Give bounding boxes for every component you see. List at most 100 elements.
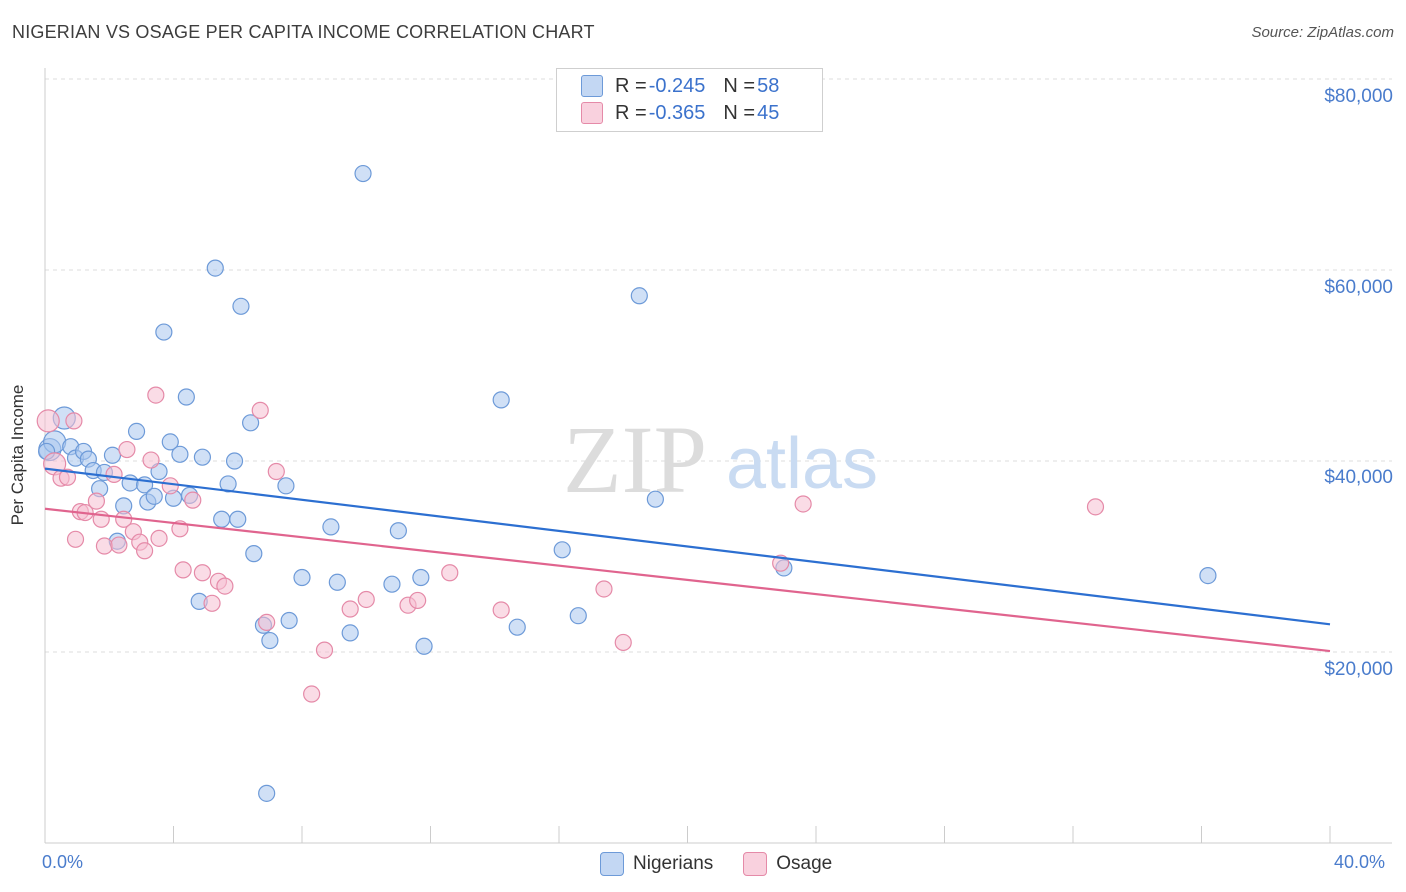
axes xyxy=(44,68,1392,844)
data-point-nigerians xyxy=(354,164,372,183)
data-point-nigerians xyxy=(1199,566,1217,585)
data-point-nigerians xyxy=(508,618,526,636)
series-nigerians-points xyxy=(38,164,1217,802)
legend-n-value: 58 xyxy=(757,74,780,97)
data-point-osage xyxy=(614,633,632,652)
data-point-nigerians xyxy=(127,422,146,440)
legend-r-value: -0.245 xyxy=(648,74,706,97)
legend-r-label: R = xyxy=(615,74,647,97)
legend-swatch-nigerians xyxy=(600,852,624,876)
data-point-nigerians xyxy=(293,568,311,587)
series-osage-points xyxy=(36,386,1105,703)
watermark-atlas: atlas xyxy=(726,424,878,504)
y-tick-label-60000: $60,000 xyxy=(1324,277,1393,298)
data-point-osage xyxy=(58,468,77,486)
data-point-nigerians xyxy=(412,568,430,587)
source-label: Source: ZipAtlas.com xyxy=(1251,24,1394,41)
data-point-nigerians xyxy=(415,637,433,655)
y-tick-label-20000: $20,000 xyxy=(1324,659,1393,680)
data-point-osage xyxy=(36,409,60,433)
data-point-osage xyxy=(216,577,234,595)
data-point-osage xyxy=(66,530,85,548)
data-point-osage xyxy=(105,465,123,483)
y-tick-label-40000: $40,000 xyxy=(1324,467,1393,488)
data-point-osage xyxy=(161,477,179,495)
data-point-nigerians xyxy=(328,573,346,591)
data-point-nigerians xyxy=(553,541,571,559)
data-point-nigerians xyxy=(193,448,212,466)
data-point-nigerians xyxy=(389,522,407,540)
y-tick-label-80000: $80,000 xyxy=(1324,86,1393,107)
data-point-osage xyxy=(1086,498,1105,516)
data-point-osage xyxy=(267,462,285,481)
x-tick-label-min: 0.0% xyxy=(42,852,84,872)
data-point-osage xyxy=(87,492,106,510)
legend-item-nigerians[interactable]: Nigerians xyxy=(600,852,713,876)
legend-swatch-osage xyxy=(581,102,603,124)
data-point-osage xyxy=(341,600,359,618)
data-point-osage xyxy=(794,495,812,513)
data-point-osage xyxy=(303,685,321,703)
legend-row-nigerians: R = -0.245 N = 58 xyxy=(581,74,779,98)
data-point-nigerians xyxy=(103,446,122,464)
data-point-nigerians xyxy=(569,607,587,625)
data-point-osage xyxy=(110,536,128,554)
legend-label-osage: Osage xyxy=(776,853,833,874)
data-point-osage xyxy=(258,613,276,631)
data-point-nigerians xyxy=(242,414,260,432)
data-point-nigerians xyxy=(245,545,263,563)
legend-r-label: R = xyxy=(615,101,647,124)
data-point-nigerians xyxy=(341,624,359,642)
legend-r-value: -0.365 xyxy=(648,101,706,124)
grid-lines xyxy=(45,78,1392,653)
data-point-nigerians xyxy=(155,323,173,341)
data-point-nigerians xyxy=(280,611,298,630)
legend-row-osage: R = -0.365 N = 45 xyxy=(581,101,779,125)
data-point-nigerians xyxy=(277,477,295,495)
data-point-nigerians xyxy=(261,631,279,650)
data-point-osage xyxy=(441,564,459,582)
data-point-nigerians xyxy=(229,510,247,528)
correlation-legend: R = -0.245 N = 58 R = -0.365 N = 45 xyxy=(556,68,823,132)
data-point-nigerians xyxy=(145,487,163,505)
data-point-osage xyxy=(95,537,114,555)
data-point-osage xyxy=(251,401,269,419)
chart-title: NIGERIAN VS OSAGE PER CAPITA INCOME CORR… xyxy=(12,22,595,42)
trend-line-nigerians xyxy=(44,467,1331,626)
data-point-nigerians xyxy=(322,518,340,536)
legend-n-value: 45 xyxy=(757,101,780,124)
data-point-osage xyxy=(193,564,212,582)
data-point-osage xyxy=(150,529,168,547)
data-point-nigerians xyxy=(171,445,189,463)
y-axis-label: Per Capita Income xyxy=(8,384,27,526)
data-point-osage xyxy=(203,594,221,612)
data-point-osage xyxy=(184,491,202,509)
data-point-osage xyxy=(118,440,136,459)
data-point-osage xyxy=(174,561,192,579)
data-point-osage xyxy=(595,580,613,598)
data-point-nigerians xyxy=(383,575,401,593)
data-point-nigerians xyxy=(232,297,250,315)
data-point-nigerians xyxy=(646,490,664,508)
data-point-osage xyxy=(147,386,165,404)
data-point-nigerians xyxy=(177,388,195,406)
data-point-nigerians xyxy=(161,433,179,451)
data-point-osage xyxy=(142,451,160,469)
legend-item-osage[interactable]: Osage xyxy=(743,852,832,876)
data-point-nigerians xyxy=(630,287,648,305)
legend-label-nigerians: Nigerians xyxy=(633,853,714,874)
legend-swatch-osage xyxy=(743,852,768,876)
data-point-osage xyxy=(357,590,375,609)
data-point-nigerians xyxy=(213,510,231,528)
data-point-nigerians xyxy=(225,452,244,470)
trend-lines xyxy=(44,467,1331,653)
legend-n-label: N = xyxy=(723,101,756,124)
data-point-nigerians xyxy=(206,259,224,277)
data-point-osage xyxy=(315,641,334,659)
legend-swatch-nigerians xyxy=(581,75,603,97)
series-legend: Nigerians Osage xyxy=(600,852,862,876)
trend-line-osage xyxy=(44,507,1331,653)
watermark-zip: ZIP xyxy=(563,406,707,513)
data-point-osage xyxy=(492,601,510,619)
data-point-nigerians xyxy=(258,784,276,802)
